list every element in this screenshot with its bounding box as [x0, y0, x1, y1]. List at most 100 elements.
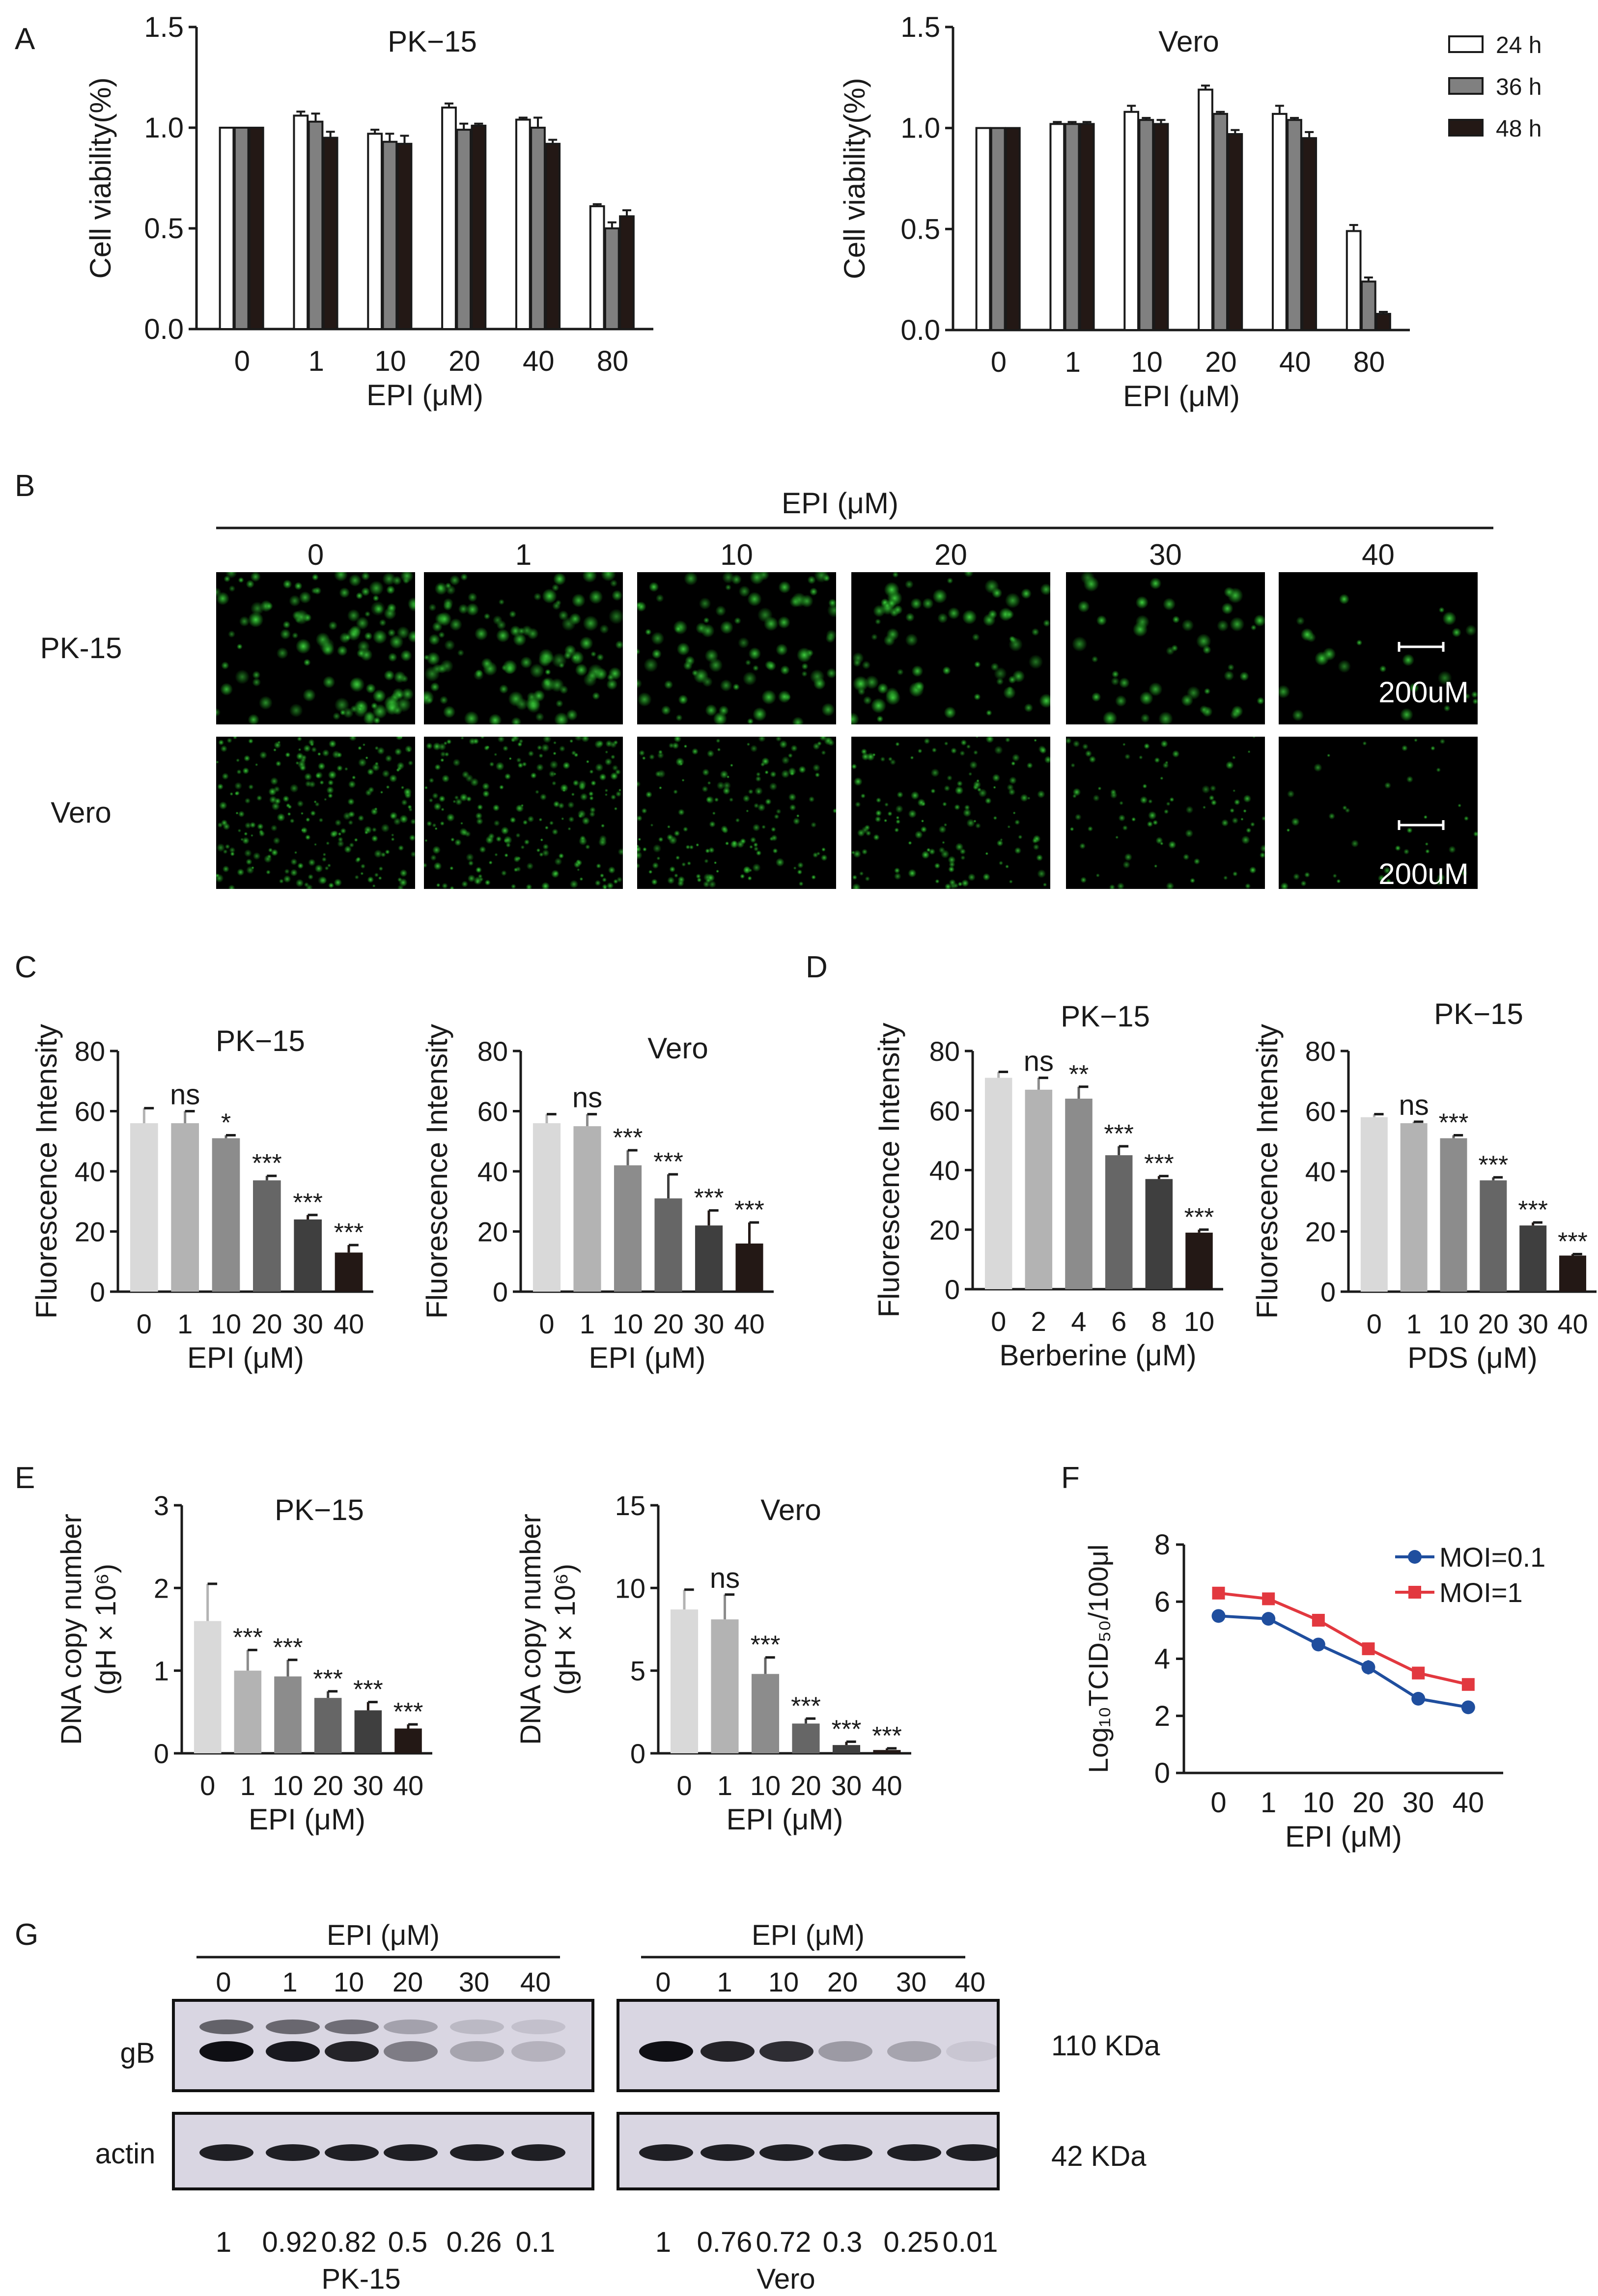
x-tick-label: 1: [717, 1770, 732, 1801]
bar-24h-0: [975, 127, 991, 331]
y-axis-label: Cell viability(%): [838, 78, 871, 279]
legend-label: 48 h: [1496, 116, 1542, 142]
x-tick-label: 20: [1478, 1308, 1509, 1339]
x-tick-label: 30: [1402, 1787, 1434, 1819]
significance-label: ***: [832, 1715, 862, 1743]
panelB-row-label: Vero: [51, 796, 111, 829]
bar-36h-40: [1287, 119, 1302, 331]
legend-label: MOI=0.1: [1439, 1542, 1545, 1573]
x-tick-label: 0: [137, 1308, 152, 1339]
band-ratio: 0.3: [823, 2226, 863, 2258]
micrograph-PK-15-0: [216, 572, 415, 724]
x-tick-label: 8: [1151, 1306, 1167, 1337]
bar-4: [1065, 1099, 1093, 1289]
bar-0: [533, 1123, 561, 1292]
y-tick-label: 1.5: [900, 11, 940, 43]
actin-band: [887, 2144, 941, 2161]
y-tick-label: 40: [75, 1156, 105, 1187]
gB-band: [759, 2041, 813, 2062]
chart-title: PK−15: [275, 1494, 364, 1526]
x-axis-label: EPI (μM): [249, 1803, 365, 1836]
x-tick-label: 40: [871, 1770, 902, 1801]
significance-label: ***: [252, 1149, 282, 1178]
bar-48h-80: [1375, 313, 1391, 331]
y-axis-label: Fluorescence Intensity: [872, 1023, 905, 1317]
y-tick-label: 0: [493, 1276, 508, 1307]
bar-36h-0: [990, 127, 1006, 331]
significance-label: ***: [334, 1218, 364, 1247]
x-tick-label: 40: [334, 1308, 364, 1339]
y-tick-label: 4: [1154, 1643, 1170, 1675]
point-MOI=1-20: [1362, 1642, 1375, 1656]
y-tick-label: 10: [615, 1573, 645, 1604]
x-tick-label: 30: [831, 1770, 862, 1801]
blot-row-label-gB: gB: [120, 2037, 155, 2069]
gB-band: [946, 2041, 997, 2062]
x-axis-label: EPI (μM): [1285, 1820, 1402, 1853]
bar-36h-10: [1138, 119, 1154, 331]
x-tick-label: 1: [1261, 1787, 1276, 1819]
x-tick-label: 10: [1184, 1306, 1214, 1337]
scale-bar-label: 200uM: [1378, 858, 1468, 890]
y-tick-label: 2: [1154, 1700, 1170, 1732]
x-tick-label: 10: [1303, 1787, 1335, 1819]
band-ratio: 1: [655, 2226, 671, 2258]
chart-F: [1176, 1543, 1503, 1774]
y-tick-label: 80: [477, 1036, 508, 1067]
bar-0: [670, 1609, 699, 1753]
blot-cell-label: PK-15: [321, 2263, 400, 2295]
bar-0: [1360, 1117, 1388, 1292]
bar-10: [274, 1676, 302, 1753]
significance-label: ***: [1558, 1227, 1588, 1256]
y-axis-label: DNA copy number: [56, 1514, 87, 1745]
x-tick-label: 0: [676, 1770, 692, 1801]
bar-48h-10: [396, 142, 413, 330]
x-tick-label: 20: [1205, 346, 1237, 378]
size-label-110: 110 KDa: [1051, 2030, 1160, 2062]
y-tick-label: 0.0: [900, 314, 940, 346]
y-tick-label: 80: [929, 1036, 960, 1067]
significance-label: ***: [653, 1148, 683, 1176]
micrograph-Vero-1: [424, 737, 623, 889]
lane-label: 0: [216, 1966, 231, 1997]
y-tick-label: 80: [75, 1036, 105, 1067]
bar-48h-1: [322, 137, 338, 330]
significance-label: ***: [393, 1698, 423, 1726]
bar-40: [335, 1252, 363, 1292]
y-tick-label: 0: [154, 1738, 169, 1769]
micrograph-Vero-0: [216, 737, 415, 889]
blot-cell-label: Vero: [757, 2263, 815, 2295]
gB-band: [511, 2041, 565, 2062]
line-MOI=0.1: [1218, 1614, 1469, 1709]
y-tick-label: 8: [1154, 1529, 1170, 1561]
panel-letter-C: C: [15, 950, 37, 984]
bar-40: [873, 1750, 901, 1753]
x-tick-label: 30: [694, 1308, 724, 1339]
lane-label: 0: [655, 1966, 671, 1997]
x-tick-label: 6: [1111, 1306, 1126, 1337]
bar-36h-10: [382, 140, 398, 330]
panelB-column-label: 1: [515, 538, 532, 571]
band-ratio: 0.01: [943, 2226, 998, 2258]
lane-label: 20: [827, 1966, 858, 1997]
significance-label: ***: [734, 1196, 764, 1224]
scale-bar-label: 200uM: [1378, 676, 1468, 709]
significance-label: ***: [273, 1633, 303, 1662]
x-tick-label: 1: [308, 345, 324, 377]
gB-band: [701, 2041, 755, 2062]
legend-marker: [1408, 1550, 1422, 1564]
chart-C2: [513, 1050, 774, 1293]
bar-10: [1185, 1232, 1213, 1289]
x-axis-label: EPI (μM): [727, 1803, 843, 1836]
bar-24h-80: [1346, 230, 1362, 331]
gB-band-upper: [384, 2019, 438, 2034]
panel-letter-A: A: [15, 22, 35, 56]
band-ratio: 0.1: [516, 2226, 556, 2258]
micrograph-PK-15-1: [424, 572, 623, 724]
panelB-row-label: PK-15: [40, 632, 122, 664]
band-ratio: 0.26: [447, 2226, 502, 2258]
actin-band: [759, 2144, 813, 2161]
point-MOI=1-10: [1312, 1614, 1325, 1627]
bar-48h-80: [619, 215, 635, 330]
micrograph-Vero-20: [851, 737, 1050, 889]
